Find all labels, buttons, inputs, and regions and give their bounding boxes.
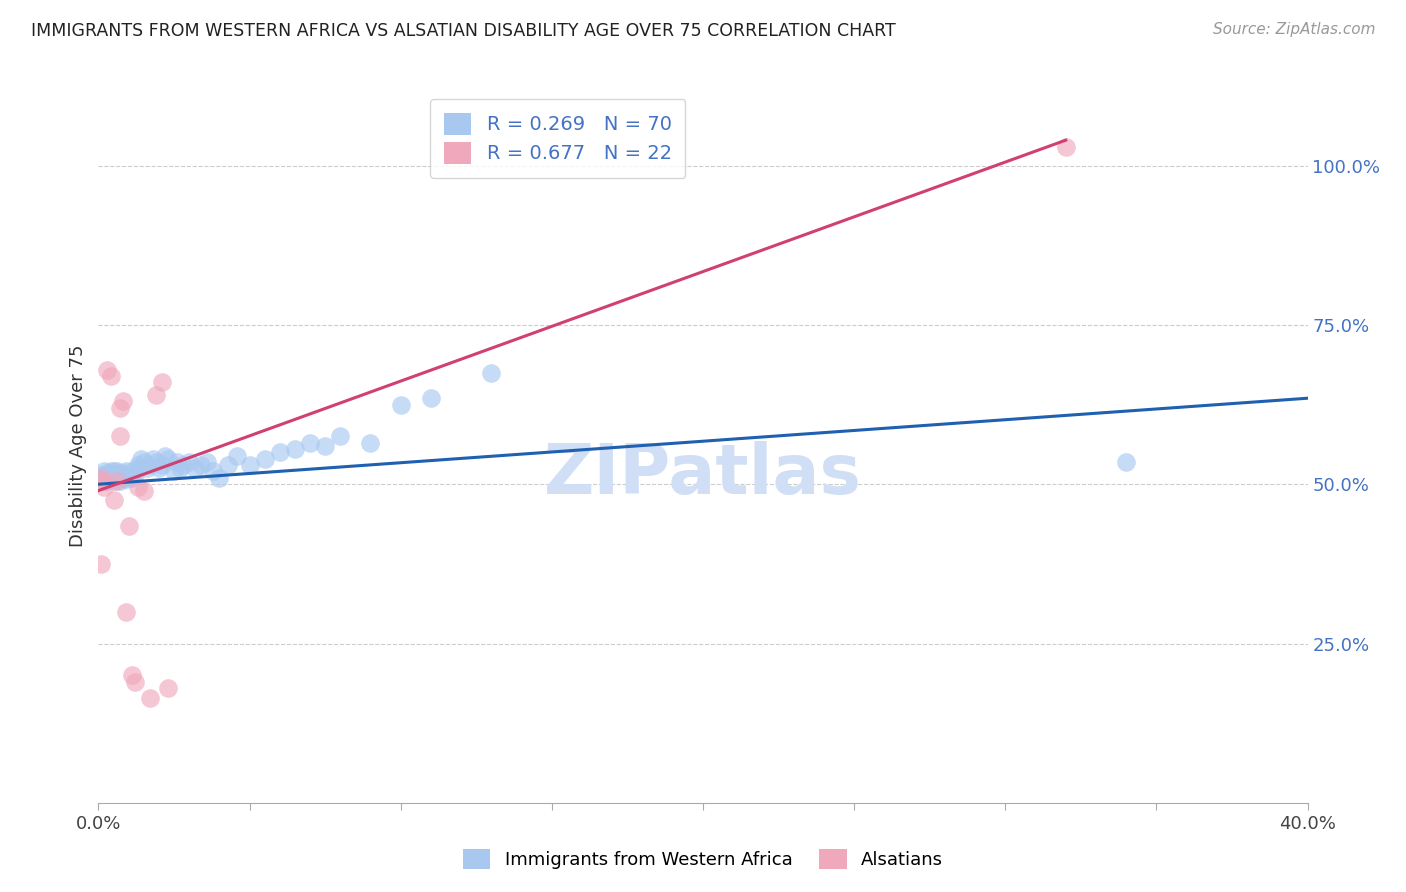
- Point: [217, 458, 239, 472]
- Point: [118, 518, 141, 533]
- Point: [481, 366, 503, 380]
- Point: [103, 465, 125, 479]
- Point: [389, 398, 412, 412]
- Point: [226, 449, 249, 463]
- Text: IMMIGRANTS FROM WESTERN AFRICA VS ALSATIAN DISABILITY AGE OVER 75 CORRELATION CH: IMMIGRANTS FROM WESTERN AFRICA VS ALSATI…: [31, 22, 896, 40]
- Point: [148, 461, 170, 475]
- Point: [93, 474, 115, 488]
- Point: [142, 451, 165, 466]
- Point: [284, 442, 307, 457]
- Point: [105, 469, 128, 483]
- Point: [121, 465, 143, 479]
- Point: [96, 472, 118, 486]
- Point: [111, 466, 134, 480]
- Point: [105, 467, 128, 482]
- Point: [121, 471, 143, 485]
- Point: [121, 668, 143, 682]
- Point: [124, 674, 146, 689]
- Point: [127, 461, 149, 475]
- Point: [127, 458, 149, 472]
- Point: [150, 376, 173, 390]
- Point: [169, 461, 191, 475]
- Point: [156, 681, 179, 695]
- Point: [108, 467, 131, 482]
- Point: [100, 368, 122, 383]
- Point: [314, 439, 336, 453]
- Point: [202, 465, 225, 479]
- Point: [184, 461, 207, 475]
- Point: [239, 458, 262, 472]
- Point: [163, 465, 186, 479]
- Point: [132, 483, 155, 498]
- Point: [153, 449, 176, 463]
- Point: [108, 429, 131, 443]
- Point: [329, 429, 352, 443]
- Point: [93, 471, 115, 485]
- Point: [420, 391, 443, 405]
- Legend: R = 0.269   N = 70, R = 0.677   N = 22: R = 0.269 N = 70, R = 0.677 N = 22: [430, 99, 686, 178]
- Point: [90, 471, 112, 485]
- Point: [190, 458, 212, 472]
- Point: [100, 467, 122, 482]
- Point: [103, 493, 125, 508]
- Point: [108, 471, 131, 485]
- Point: [129, 451, 152, 466]
- Point: [114, 465, 136, 479]
- Point: [179, 455, 201, 469]
- Point: [145, 388, 167, 402]
- Point: [105, 465, 128, 479]
- Point: [139, 690, 162, 705]
- Point: [111, 467, 134, 482]
- Point: [96, 474, 118, 488]
- Point: [96, 466, 118, 480]
- Point: [145, 455, 167, 469]
- Point: [127, 480, 149, 494]
- Point: [166, 455, 188, 469]
- Point: [208, 471, 231, 485]
- Point: [118, 467, 141, 482]
- Point: [156, 451, 179, 466]
- Point: [1115, 455, 1137, 469]
- Text: ZIPatlas: ZIPatlas: [544, 441, 862, 508]
- Point: [269, 445, 291, 459]
- Y-axis label: Disability Age Over 75: Disability Age Over 75: [69, 344, 87, 548]
- Point: [90, 471, 112, 485]
- Point: [93, 474, 115, 488]
- Point: [111, 471, 134, 485]
- Point: [96, 362, 118, 376]
- Point: [114, 605, 136, 619]
- Point: [100, 471, 122, 485]
- Point: [135, 461, 157, 475]
- Legend: Immigrants from Western Africa, Alsatians: Immigrants from Western Africa, Alsatian…: [454, 839, 952, 879]
- Point: [100, 465, 122, 479]
- Point: [253, 451, 276, 466]
- Point: [93, 480, 115, 494]
- Point: [93, 465, 115, 479]
- Point: [111, 394, 134, 409]
- Point: [96, 469, 118, 483]
- Point: [90, 467, 112, 482]
- Point: [108, 401, 131, 415]
- Point: [150, 458, 173, 472]
- Text: Source: ZipAtlas.com: Source: ZipAtlas.com: [1212, 22, 1375, 37]
- Point: [108, 474, 131, 488]
- Point: [103, 467, 125, 482]
- Point: [1054, 139, 1077, 153]
- Point: [299, 435, 322, 450]
- Point: [105, 472, 128, 486]
- Point: [132, 455, 155, 469]
- Point: [172, 458, 194, 472]
- Point: [105, 474, 128, 488]
- Point: [103, 474, 125, 488]
- Point: [118, 469, 141, 483]
- Point: [100, 472, 122, 486]
- Point: [139, 458, 162, 472]
- Point: [114, 472, 136, 486]
- Point: [124, 467, 146, 482]
- Point: [195, 455, 218, 469]
- Point: [360, 435, 382, 450]
- Point: [90, 557, 112, 571]
- Point: [103, 471, 125, 485]
